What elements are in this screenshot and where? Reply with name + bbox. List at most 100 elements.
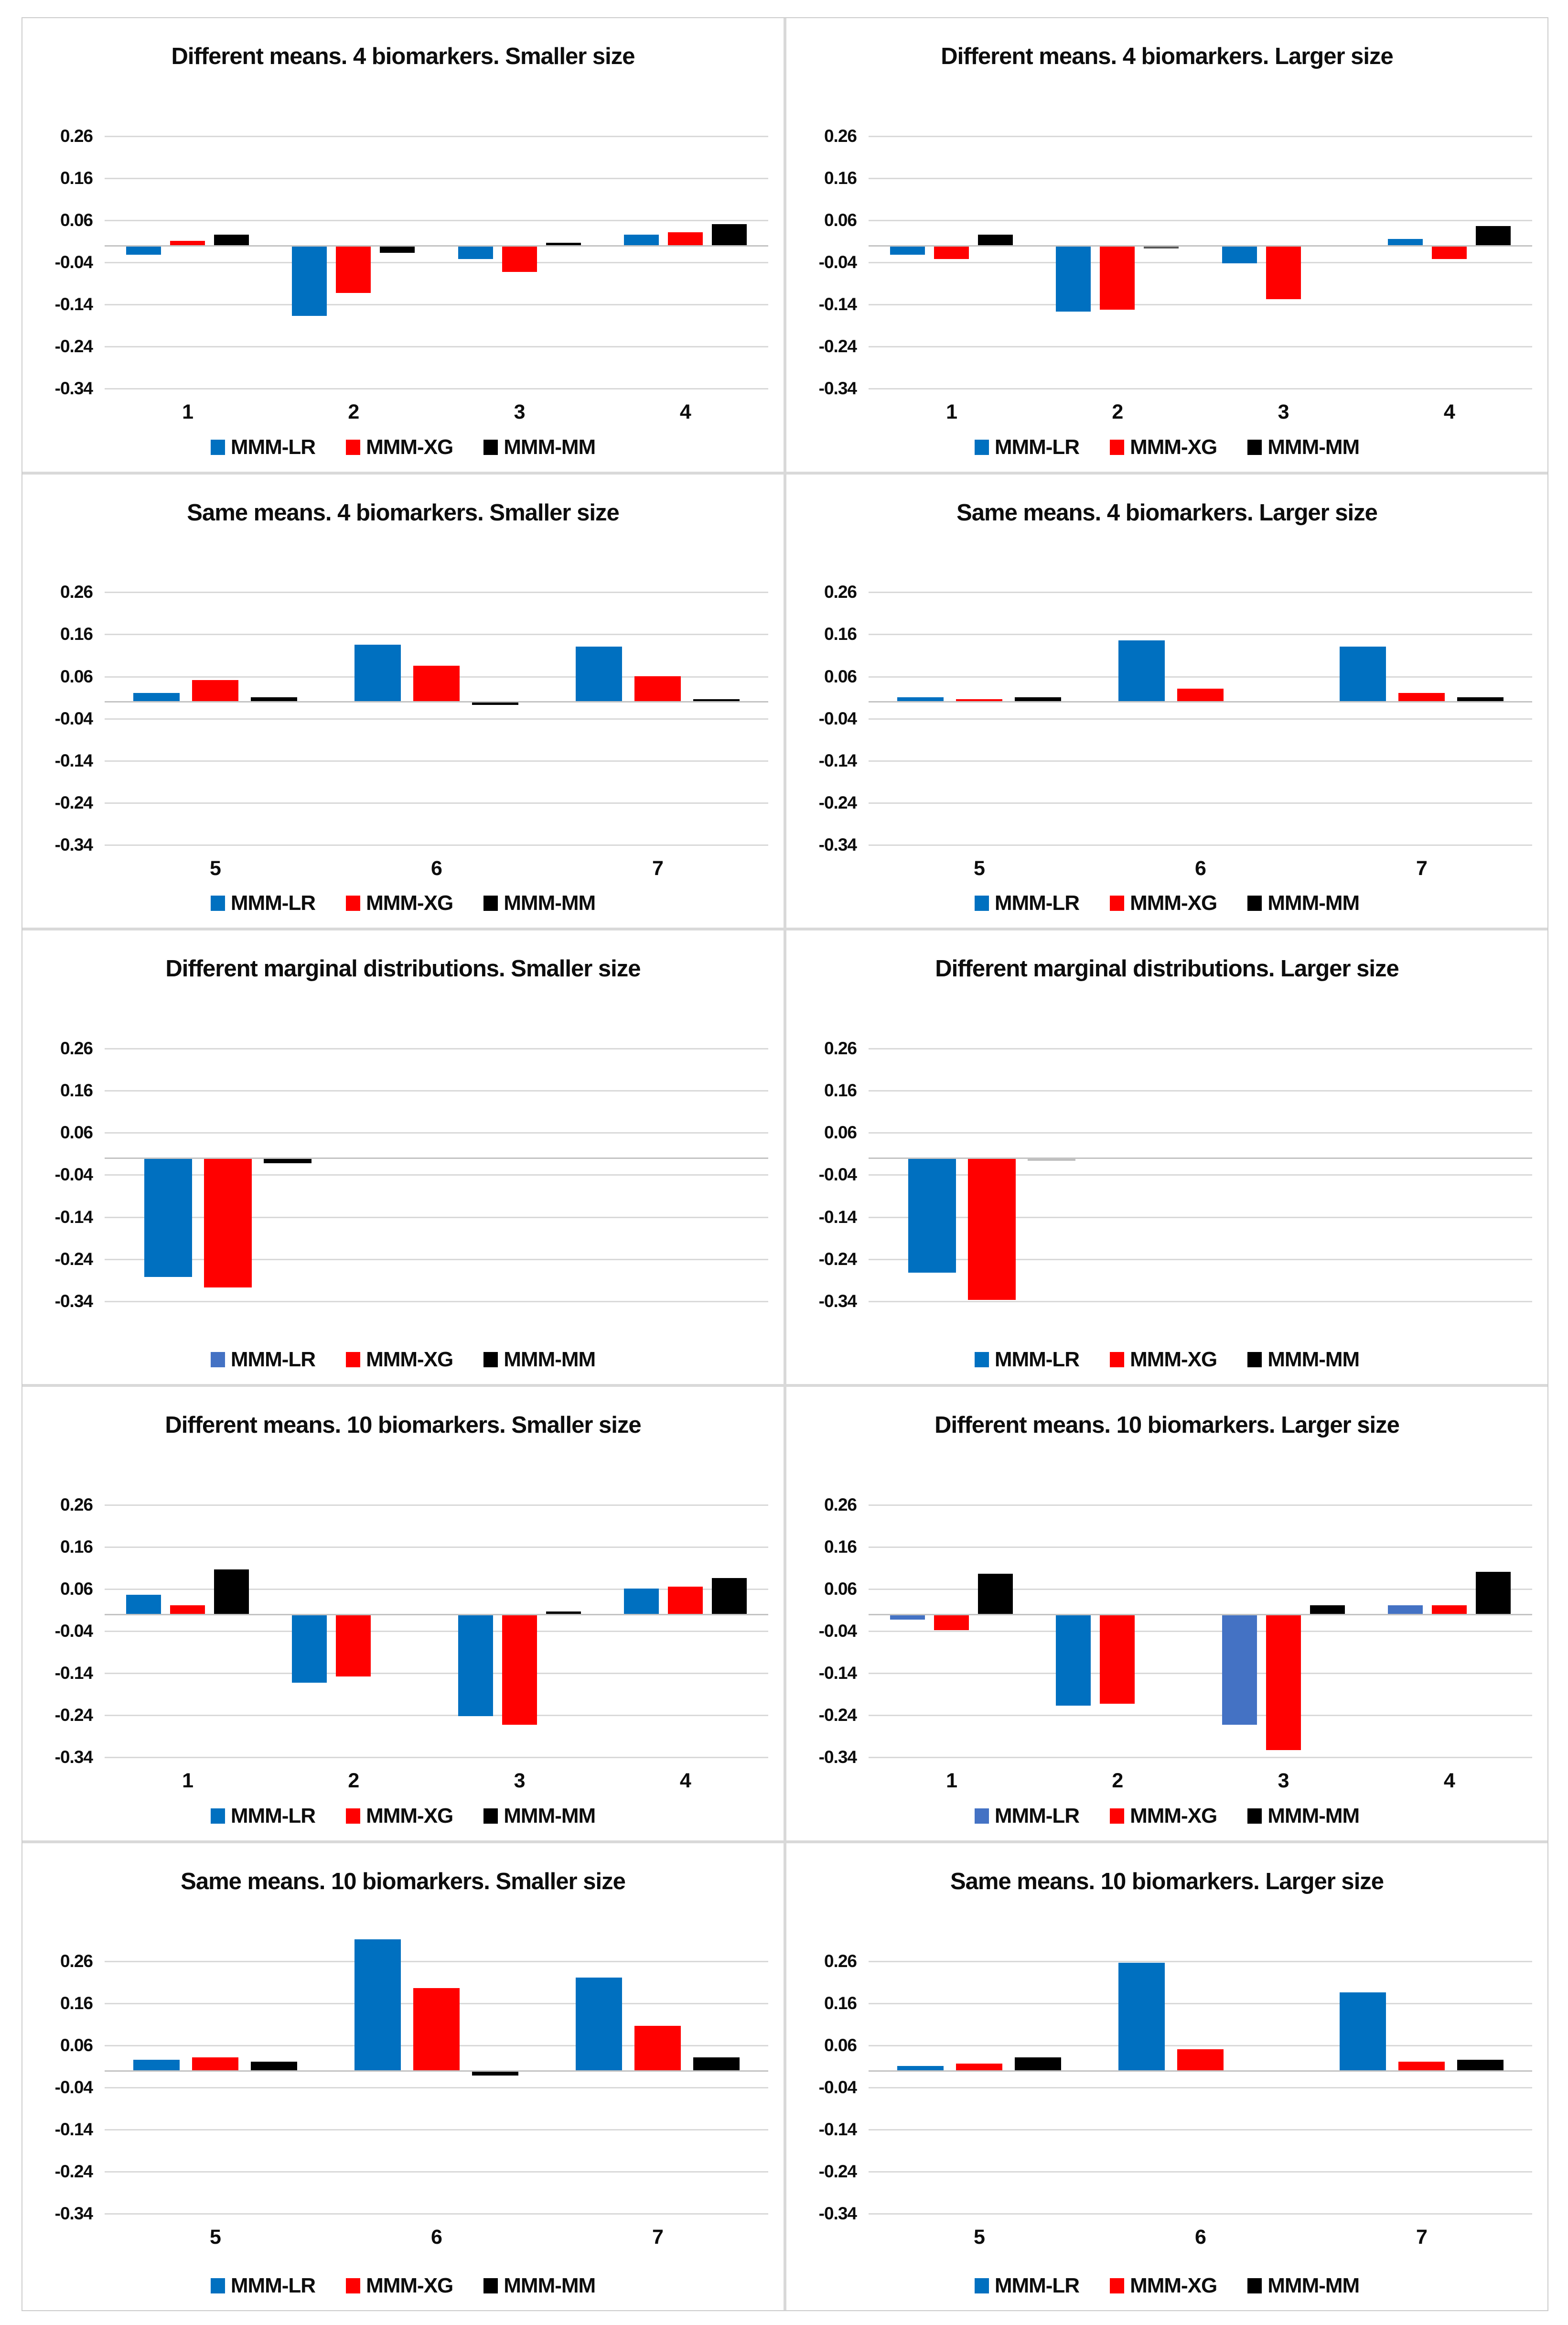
x-category-label: 2: [348, 1769, 359, 1793]
y-tick-label: -0.24: [818, 336, 857, 357]
category-slot: [1311, 552, 1532, 847]
legend-label: MMM-LR: [994, 1804, 1080, 1828]
y-tick-label: -0.14: [818, 294, 857, 314]
gridline: [105, 135, 768, 137]
gridline: [869, 2002, 1532, 2004]
gridline: [105, 177, 768, 179]
legend-label: MMM-XG: [366, 891, 453, 915]
bar-mmm-xg: [336, 246, 371, 293]
legend-item: MMM-MM: [1247, 1804, 1360, 1828]
y-tick-label: -0.04: [818, 252, 857, 272]
legend-item: MMM-XG: [1110, 2274, 1217, 2298]
category-slot: [1311, 1921, 1532, 2216]
bar-mmm-xg: [667, 1586, 703, 1614]
gridline: [869, 2129, 1532, 2130]
legend-label: MMM-MM: [1267, 1804, 1360, 1828]
gridline: [105, 1546, 768, 1548]
bar-mmm-mm: [472, 2071, 518, 2076]
legend-item: MMM-LR: [210, 891, 316, 915]
y-tick-label: 0.16: [60, 624, 93, 644]
y-tick-label: 0.16: [824, 624, 857, 644]
chart-panel: Same means. 4 biomarkers. Larger size 0.2…: [786, 474, 1547, 928]
gridline: [869, 1504, 1532, 1506]
x-category-label: 2: [1112, 400, 1123, 423]
gridline: [105, 1589, 768, 1590]
bar-mmm-xg: [1100, 246, 1135, 310]
y-tick-label: 0.16: [60, 1536, 93, 1557]
legend-swatch-mmm-mm: [483, 2278, 498, 2293]
category-slot: [105, 96, 270, 390]
x-category-label: 7: [652, 856, 664, 880]
legend-item: MMM-MM: [483, 1804, 596, 1828]
bar-mmm-lr: [1222, 1615, 1257, 1725]
chart-panel: Different marginal distributions. Larger…: [786, 930, 1547, 1384]
category-slot: [270, 96, 436, 390]
bar-mmm-mm: [250, 2061, 297, 2070]
legend-item: MMM-XG: [1110, 1804, 1217, 1828]
x-category-label: 4: [1443, 1769, 1455, 1793]
category-slot: [547, 1921, 768, 2216]
gridline: [105, 219, 768, 221]
y-tick-label: -0.34: [54, 1747, 93, 1767]
gridline: [869, 676, 1532, 678]
category-slot: [1366, 1464, 1532, 1759]
category-slot: [547, 552, 768, 847]
y-tick-label: -0.04: [54, 1165, 93, 1185]
bar-mmm-xg: [502, 1615, 537, 1725]
legend-item: MMM-LR: [210, 1804, 316, 1828]
legend-swatch-mmm-mm: [1247, 1808, 1262, 1824]
y-tick-label: -0.14: [818, 750, 857, 770]
legend-label: MMM-XG: [1130, 435, 1217, 459]
gridline: [869, 1546, 1532, 1548]
legend-item: MMM-LR: [210, 435, 316, 459]
legend-item: MMM-MM: [1247, 1348, 1360, 1372]
category-slot: [437, 1464, 602, 1759]
x-category-label: 3: [514, 1769, 526, 1793]
chart-panel: Different means. 4 biomarkers. Larger si…: [786, 18, 1547, 472]
bar-mmm-mm: [250, 697, 297, 702]
chart-title: Different means. 10 biomarkers. Smaller …: [165, 1412, 641, 1438]
gridline: [105, 634, 768, 636]
bar-mmm-xg: [1266, 246, 1301, 299]
y-tick-label: 0.26: [60, 582, 93, 602]
bar-mmm-lr: [354, 644, 401, 702]
gridline: [105, 1090, 768, 1092]
gridline: [869, 1715, 1532, 1717]
gridline: [869, 1589, 1532, 1590]
bar-mmm-xg: [968, 1159, 1016, 1300]
bar-mmm-lr: [354, 1939, 401, 2070]
plot-area: 0.26 0.16 0.06 -0.04 -0.14 -0.24 -0.34: [819, 1921, 1532, 2223]
legend-swatch-mmm-lr: [210, 2278, 225, 2293]
legend: MMM-LR MMM-XG MMM-MM: [22, 2274, 784, 2298]
chart-title: Different marginal distributions. Larger…: [935, 956, 1399, 982]
legend-item: MMM-MM: [1247, 435, 1360, 459]
legend-swatch-mmm-lr: [210, 439, 225, 455]
plot-area: 0.26 0.16 0.06 -0.04 -0.14 -0.24 -0.34: [55, 1921, 768, 2223]
bar-mmm-mm: [1144, 246, 1179, 249]
gridline: [105, 718, 768, 720]
x-category-label: 3: [514, 400, 526, 423]
y-tick-label: -0.24: [54, 1705, 93, 1725]
gridline: [105, 1132, 768, 1134]
bar-mmm-xg: [192, 2057, 239, 2070]
plot-area: 0.26 0.16 0.06 -0.04 -0.14 -0.24 -0.34: [819, 552, 1532, 854]
legend-swatch-mmm-mm: [1247, 1352, 1262, 1368]
gridline: [105, 1673, 768, 1675]
category-slot: [1034, 1464, 1200, 1759]
gridline: [105, 1504, 768, 1506]
gridline: [869, 634, 1532, 636]
chart-title: Same means. 4 biomarkers. Larger size: [956, 499, 1378, 526]
y-tick-label: -0.04: [54, 1621, 93, 1641]
bar-mmm-xg: [1177, 689, 1224, 702]
x-category-label: 4: [679, 400, 691, 423]
bar-mmm-xg: [956, 699, 1003, 702]
gridline: [105, 346, 768, 348]
x-axis-labels: 5 6 7: [869, 2226, 1532, 2254]
category-slot: [105, 552, 326, 847]
legend-label: MMM-LR: [994, 2274, 1080, 2297]
chart-title: Different means. 10 biomarkers. Larger s…: [934, 1412, 1400, 1438]
category-slot: [326, 1921, 547, 2216]
legend-swatch-mmm-lr: [210, 1808, 225, 1824]
bar-mmm-lr: [908, 1159, 956, 1273]
x-category-label: 7: [652, 2225, 664, 2249]
